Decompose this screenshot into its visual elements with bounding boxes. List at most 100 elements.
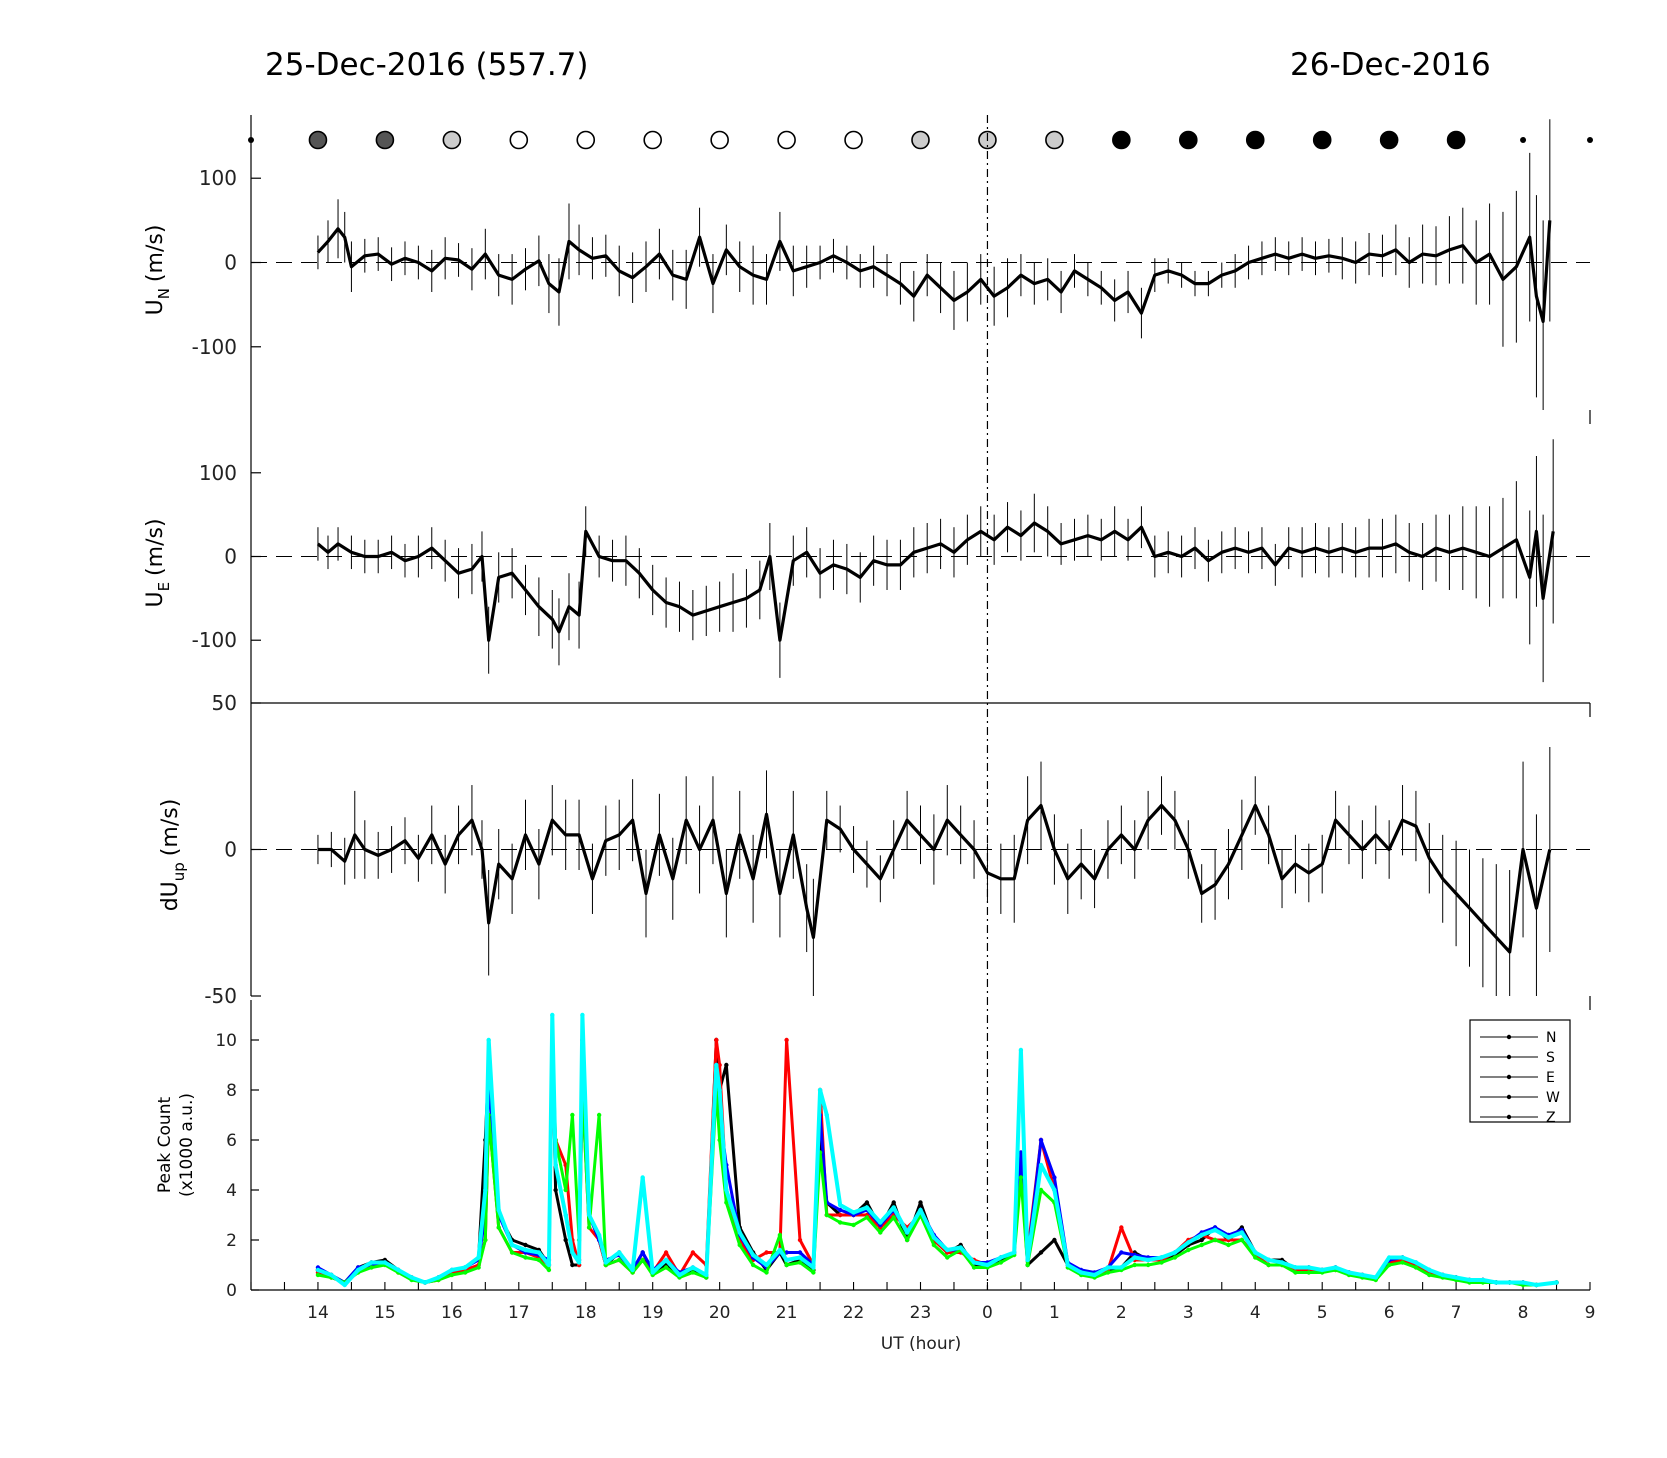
- sky-marker: [710, 130, 729, 150]
- legend-marker-Z: [1506, 1114, 1512, 1120]
- peak-point-Z: [570, 1250, 575, 1255]
- legend-marker-S: [1506, 1054, 1512, 1060]
- peak-point-Z: [717, 1087, 722, 1093]
- peak-point-W: [449, 1272, 455, 1278]
- peak-point-N: [1199, 1237, 1204, 1243]
- un-ylabel-main: U: [143, 299, 168, 315]
- peak-ytick-label: 0: [226, 1281, 237, 1301]
- peak-point-W: [824, 1212, 829, 1218]
- sky-marker: [576, 130, 596, 150]
- peak-point-Z: [998, 1255, 1004, 1260]
- sky-marker: [911, 130, 930, 150]
- peak-point-Z: [1065, 1262, 1070, 1268]
- x-tick-label: 22: [843, 1303, 865, 1323]
- peak-point-Z: [1239, 1230, 1245, 1235]
- peak-point-W: [764, 1270, 769, 1275]
- ue-ylabel: UE (m/s): [143, 518, 173, 607]
- peak-point-Z: [550, 1012, 555, 1018]
- peak-ytick-label: 4: [226, 1181, 237, 1201]
- peak-point-W: [971, 1265, 977, 1270]
- x-tick-label: 5: [1317, 1303, 1328, 1323]
- peak-point-S: [764, 1250, 769, 1255]
- peak-ylabel: Peak Count (x1000 a.u.): [155, 1093, 197, 1197]
- peak-point-Z: [580, 1012, 585, 1018]
- dup-ytick-label: 0: [224, 838, 237, 862]
- peak-point-Z: [496, 1207, 501, 1213]
- x-axis-label: UT (hour): [881, 1334, 961, 1354]
- peak-point-Z: [918, 1207, 923, 1213]
- peak-point-Z: [750, 1252, 756, 1258]
- peak-point-W: [1212, 1237, 1218, 1243]
- peak-point-Z: [1018, 1047, 1024, 1053]
- peak-point-Z: [677, 1272, 682, 1278]
- peak-point-E: [1038, 1137, 1044, 1143]
- peak-point-Z: [436, 1275, 441, 1280]
- peak-point-W: [483, 1237, 488, 1243]
- peak-point-Z: [1480, 1277, 1486, 1283]
- peak-point-W: [1038, 1187, 1044, 1193]
- peak-point-Z: [1386, 1255, 1392, 1260]
- peak-point-W: [640, 1257, 645, 1263]
- peak-point-Z: [553, 1162, 558, 1168]
- un-ytick-label: 0: [224, 251, 237, 275]
- peak-point-W: [1132, 1262, 1137, 1268]
- sky-marker: [643, 130, 663, 150]
- peak-point-Z: [1360, 1272, 1365, 1278]
- peak-point-W: [1266, 1262, 1271, 1268]
- peak-point-Z: [1467, 1277, 1472, 1283]
- sky-marker-dot: [1520, 137, 1527, 143]
- peak-point-W: [1105, 1270, 1111, 1275]
- ue-ytick-label: 100: [199, 461, 237, 485]
- peak-point-Z: [1132, 1255, 1137, 1260]
- ue-ytick-label: 0: [224, 545, 237, 569]
- left-date-title: 25-Dec-2016 (557.7): [265, 47, 589, 83]
- dup-ylabel-sub: up: [170, 862, 188, 881]
- legend-marker-N: [1506, 1034, 1512, 1040]
- sky-marker: [1179, 130, 1198, 150]
- sky-marker: [1045, 130, 1064, 150]
- peak-point-W: [1239, 1237, 1245, 1243]
- legend-label-E: E: [1546, 1070, 1555, 1086]
- dup-ylabel-unit: (m/s): [158, 799, 183, 856]
- peak-point-Z: [931, 1235, 937, 1240]
- peak-point-W: [596, 1112, 602, 1118]
- peak-point-W: [523, 1255, 528, 1260]
- sky-marker: [1312, 130, 1332, 150]
- peak-point-Z: [1293, 1265, 1298, 1270]
- peak-point-W: [931, 1242, 937, 1248]
- svg-text:dUup(m/s): dUup (m/s): [158, 799, 188, 912]
- sky-marker: [1112, 130, 1131, 150]
- peak-point-S: [837, 1212, 843, 1218]
- peak-point-Z: [817, 1087, 823, 1093]
- peak-point-N: [553, 1187, 558, 1193]
- peak-point-W: [904, 1237, 910, 1243]
- x-tick-label: 23: [910, 1303, 932, 1323]
- peak-point-Z: [1038, 1162, 1044, 1168]
- peak-point-W: [369, 1265, 374, 1270]
- x-tick-label: 15: [374, 1303, 396, 1323]
- peak-line-Z: [317, 1013, 1557, 1287]
- peak-point-S: [714, 1037, 719, 1043]
- x-tick-label: 17: [508, 1303, 530, 1323]
- peak-point-S: [717, 1062, 722, 1068]
- un-ylabel-unit: (m/s): [143, 225, 168, 282]
- legend-label-W: W: [1546, 1090, 1560, 1106]
- sky-marker: [509, 130, 529, 150]
- peak-point-Z: [315, 1267, 321, 1273]
- peak-point-W: [1186, 1247, 1191, 1253]
- peak-point-Z: [1507, 1280, 1512, 1285]
- peak-point-E: [1119, 1250, 1124, 1255]
- x-tick-label: 1: [1049, 1303, 1060, 1323]
- dup-ytick-label: -50: [204, 984, 237, 1008]
- peak-point-Z: [586, 1212, 592, 1218]
- peak-point-Z: [617, 1250, 622, 1255]
- peak-point-W: [586, 1225, 592, 1230]
- sky-marker: [308, 130, 328, 150]
- peak-point-Z: [1534, 1282, 1539, 1288]
- peak-point-Z: [878, 1220, 883, 1225]
- peak-point-Z: [1427, 1267, 1432, 1273]
- peak-point-Z: [663, 1257, 669, 1263]
- peak-point-Z: [1052, 1187, 1057, 1193]
- ue-series-line: [316, 521, 1555, 642]
